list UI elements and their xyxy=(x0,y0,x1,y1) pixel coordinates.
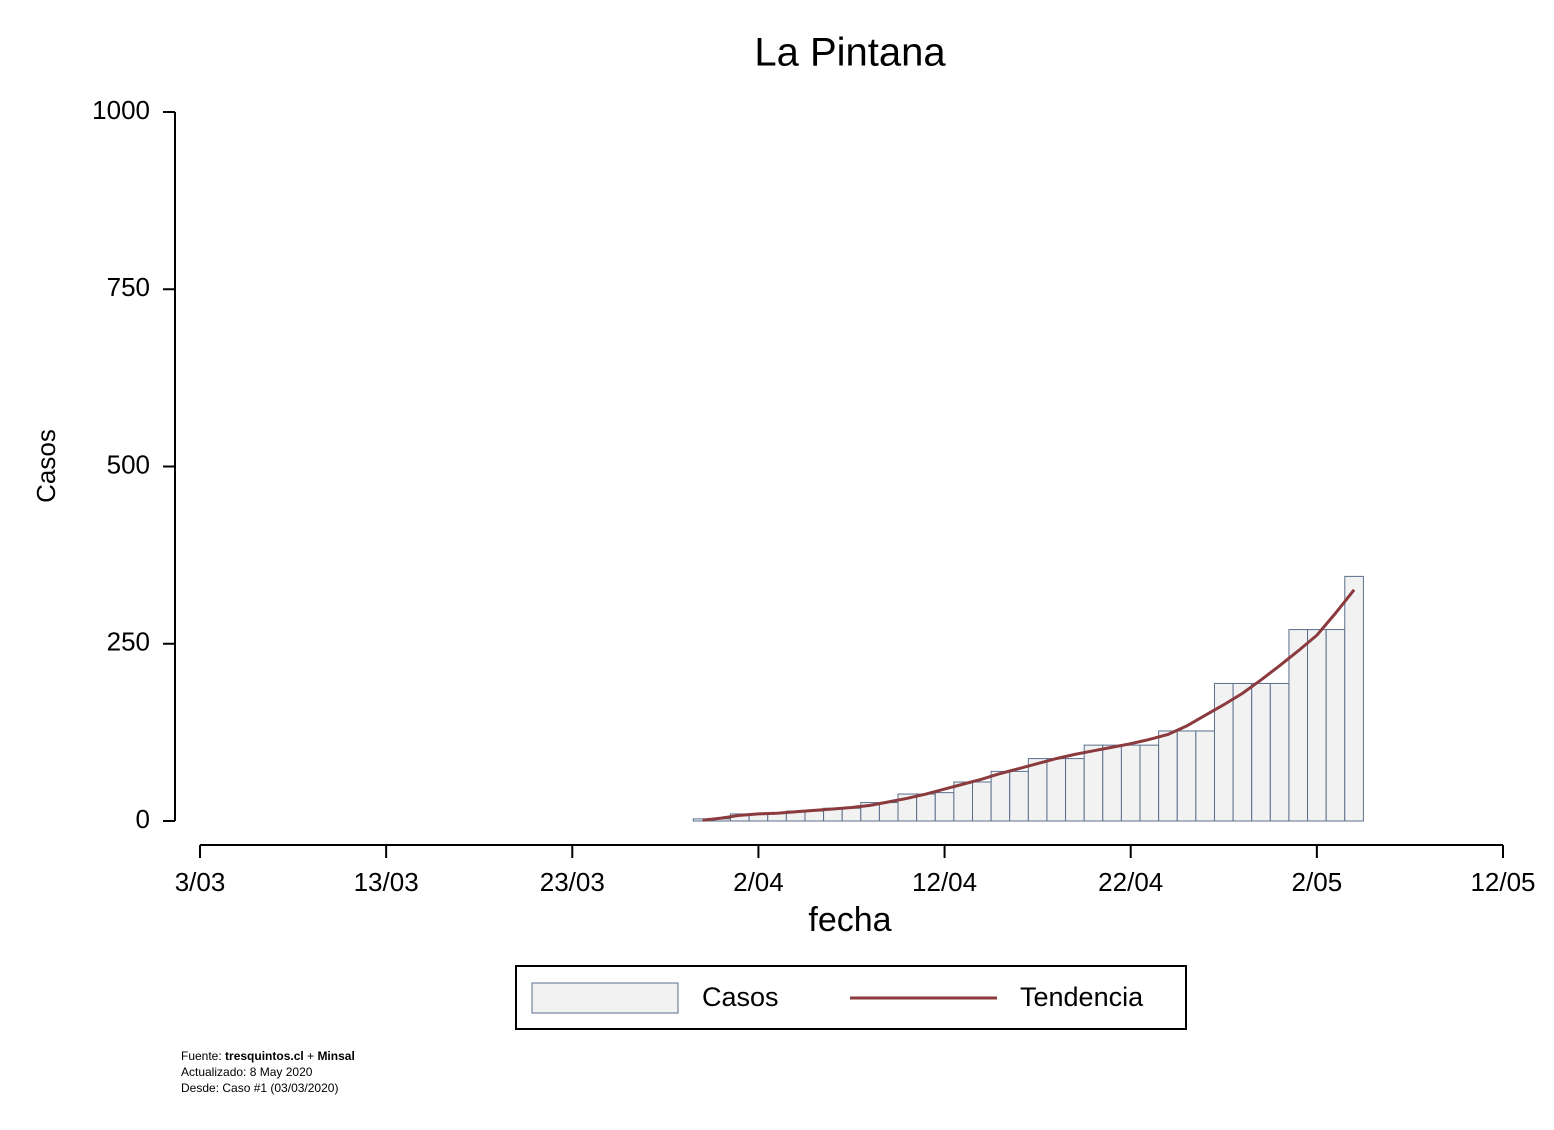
bar xyxy=(1344,575,1364,822)
bar xyxy=(934,792,955,822)
x-tick-label: 12/04 xyxy=(912,867,977,897)
x-tick-label: 22/04 xyxy=(1098,867,1163,897)
bar xyxy=(1269,682,1290,822)
bar xyxy=(1065,758,1085,822)
footer-text: Actualizado: 8 May 2020 xyxy=(181,1065,313,1079)
bar xyxy=(1307,629,1327,822)
bar xyxy=(1251,682,1271,822)
bar xyxy=(1232,682,1253,822)
y-tick-label: 750 xyxy=(107,272,150,302)
footer-text: Minsal xyxy=(317,1049,354,1063)
bar xyxy=(1139,744,1160,822)
bar xyxy=(878,802,899,822)
footer-text: tresquintos.cl xyxy=(225,1049,304,1063)
bar xyxy=(953,781,973,822)
y-tick-label: 0 xyxy=(136,804,150,834)
x-tick-label: 2/05 xyxy=(1292,867,1343,897)
y-tick-label: 500 xyxy=(107,449,150,479)
bar xyxy=(1102,744,1122,822)
bar xyxy=(1009,770,1029,822)
footer-text: + xyxy=(307,1049,314,1063)
footer-source: Fuente: tresquintos.cl + Minsal xyxy=(181,1049,355,1063)
bar xyxy=(1027,758,1048,822)
bar xyxy=(1176,730,1197,822)
chart-title: La Pintana xyxy=(754,31,946,75)
y-axis-label: Casos xyxy=(31,429,61,503)
bar xyxy=(990,770,1011,822)
bar xyxy=(916,793,936,822)
x-tick-label: 3/03 xyxy=(175,867,226,897)
y-tick-label: 1000 xyxy=(92,95,150,125)
legend-label: Tendencia xyxy=(1020,982,1144,1012)
x-tick-label: 13/03 xyxy=(354,867,419,897)
x-axis-label: fecha xyxy=(808,901,891,939)
footer-text: Fuente: xyxy=(181,1049,222,1063)
bar xyxy=(1120,744,1141,822)
bar xyxy=(1083,744,1104,822)
x-tick-label: 23/03 xyxy=(540,867,605,897)
legend-label: Casos xyxy=(702,982,779,1012)
bar xyxy=(971,781,992,822)
y-tick-label: 250 xyxy=(107,627,150,657)
bar xyxy=(1158,730,1178,822)
x-tick-label: 12/05 xyxy=(1470,867,1535,897)
legend-swatch xyxy=(531,982,679,1014)
bar xyxy=(804,810,825,822)
bar xyxy=(1046,758,1067,822)
trend-line xyxy=(702,588,1356,822)
x-tick-label: 2/04 xyxy=(733,867,784,897)
footer-text: Desde: Caso #1 (03/03/2020) xyxy=(181,1081,338,1095)
bar xyxy=(841,807,862,822)
bar xyxy=(1325,629,1346,822)
bar xyxy=(1195,730,1215,822)
bar xyxy=(1288,629,1309,822)
